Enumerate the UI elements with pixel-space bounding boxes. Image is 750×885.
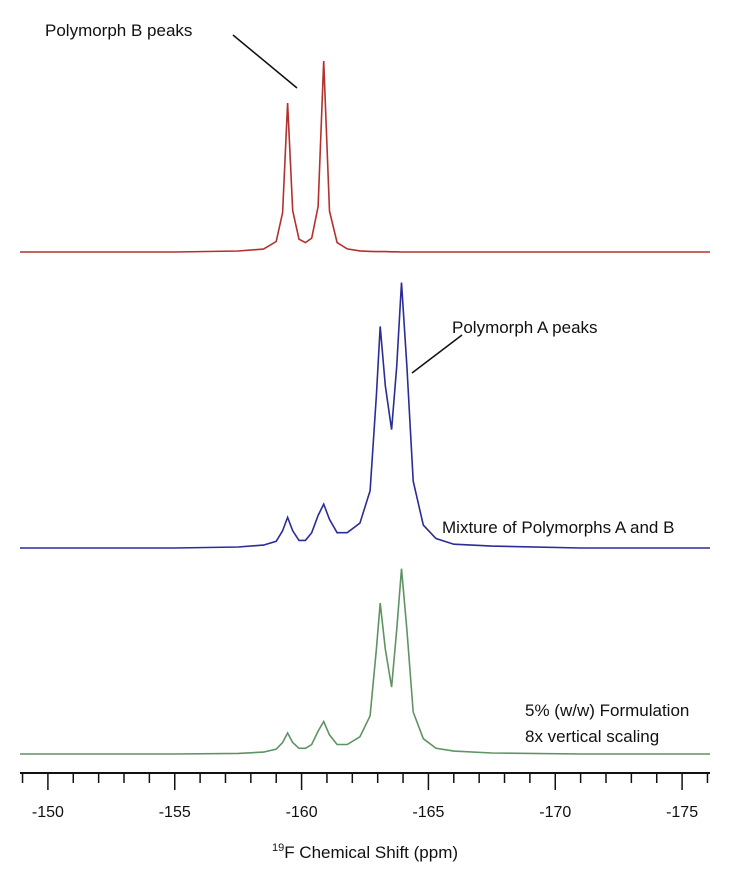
annotation: 8x vertical scaling (525, 727, 659, 746)
annotation: 5% (w/w) Formulation (525, 701, 689, 720)
x-tick-label: -160 (286, 804, 318, 821)
annotation: Mixture of Polymorphs A and B (442, 518, 674, 537)
spectrum-line (20, 60, 710, 253)
spectrum-line (20, 568, 710, 755)
x-axis-label-text: F Chemical Shift (ppm) (284, 843, 458, 862)
leader-line (232, 34, 298, 89)
x-axis-label-superscript: 19 (272, 842, 284, 854)
x-tick-label: -150 (32, 804, 64, 821)
x-tick-label: -155 (159, 804, 191, 821)
leader-line (411, 334, 463, 374)
x-tick-label: -165 (412, 804, 444, 821)
spectrum-line (20, 282, 710, 549)
annotation: Polymorph A peaks (452, 318, 598, 337)
x-tick-label: -175 (666, 804, 698, 821)
x-axis-label: 19F Chemical Shift (ppm) (272, 842, 458, 862)
annotation: Polymorph B peaks (45, 21, 192, 40)
x-tick-label: -170 (539, 804, 571, 821)
